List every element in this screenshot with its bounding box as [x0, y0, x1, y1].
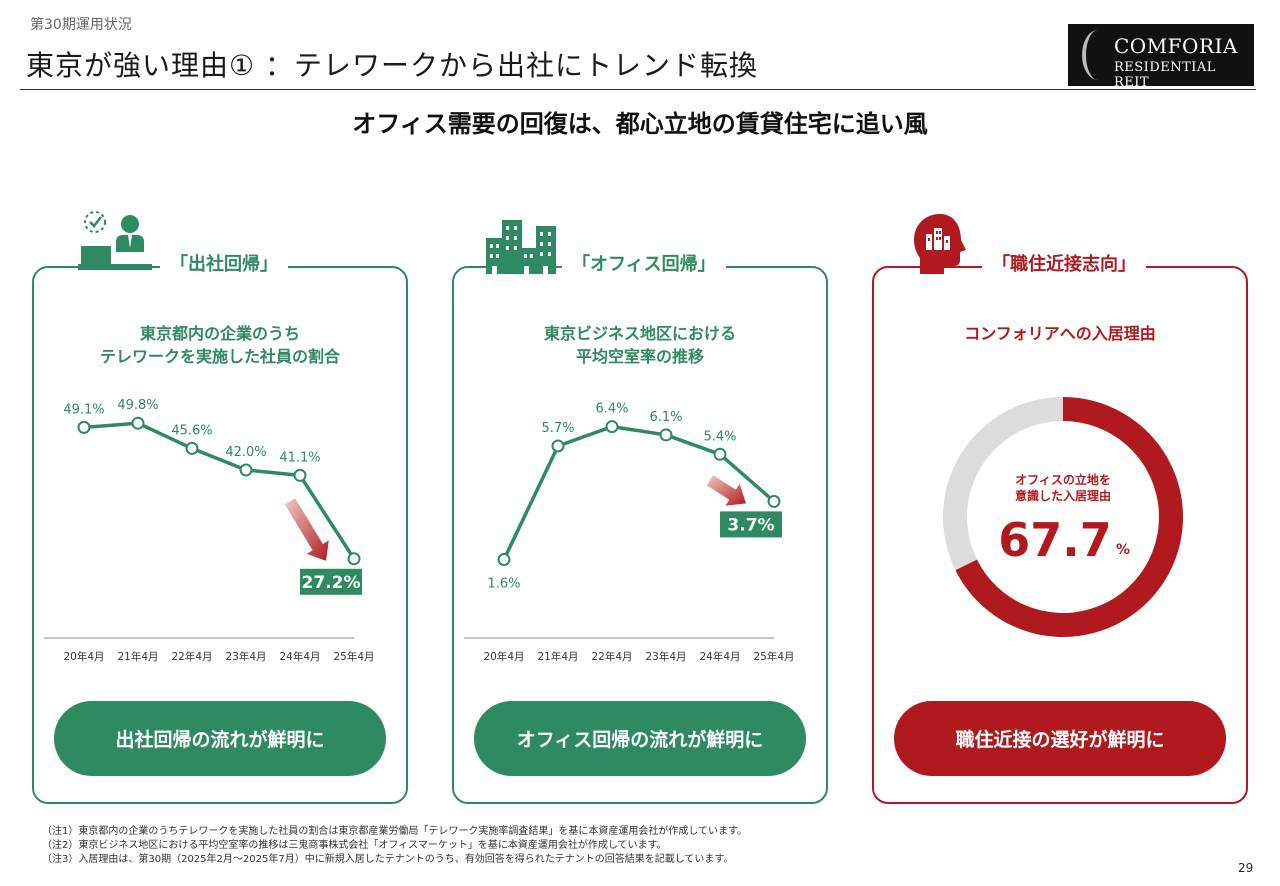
vacancy-rate-line-chart: 20年4月 21年4月 22年4月 23年4月 24年4月 25年4月 1.6% 5.7% 6.… — [464, 402, 795, 663]
data-point — [551, 439, 565, 453]
data-point — [347, 552, 361, 566]
panel-3-heading-line1: コンフォリアへの入居理由 — [964, 324, 1156, 343]
data-label-highlight: 3.7% — [727, 515, 774, 535]
logo-line1: COMFORIA — [1114, 34, 1238, 58]
panel-3-heading: コンフォリアへの入居理由 — [872, 322, 1248, 345]
trend-down-arrow-icon — [706, 475, 746, 506]
x-tick-label: 25年4月 — [333, 650, 374, 663]
office-worker-icon — [78, 208, 152, 276]
x-tick-label: 23年4月 — [225, 650, 266, 663]
x-tick-label: 22年4月 — [591, 650, 632, 663]
highlight-value-box — [300, 568, 362, 595]
data-label: 49.8% — [117, 398, 158, 413]
x-tick-label: 20年4月 — [63, 650, 104, 663]
logo-swoosh-icon — [1082, 30, 1114, 80]
x-tick-label: 25年4月 — [753, 650, 794, 663]
data-point — [293, 468, 307, 482]
pill-work-home-proximity: 職住近接の選好が鮮明に — [894, 701, 1226, 776]
data-label: 41.1% — [279, 450, 320, 465]
data-label: 5.7% — [541, 421, 574, 436]
data-point — [131, 416, 145, 430]
page-title: 東京が強い理由① ：テレワークから出社にトレンド転換 — [26, 49, 759, 82]
data-point — [497, 553, 511, 567]
x-tick-label: 24年4月 — [699, 650, 740, 663]
x-tick-label: 20年4月 — [483, 650, 524, 663]
buildings-icon — [486, 220, 558, 278]
data-point — [185, 441, 199, 455]
data-label: 5.4% — [703, 429, 736, 444]
donut-center-label-line2: 意識した入居理由 — [1015, 488, 1111, 503]
comforia-logo: COMFORIA RESIDENTIAL REIT — [1068, 24, 1254, 90]
page-number: 29 — [1238, 861, 1254, 875]
panel-2-heading-line2: 平均空室率の推移 — [575, 347, 704, 366]
data-point — [239, 463, 253, 477]
donut-center-label-line1: オフィスの立地を — [1015, 472, 1111, 487]
period-label: 第30期運用状況 — [30, 17, 132, 33]
data-point — [77, 420, 91, 434]
data-label: 6.1% — [649, 410, 682, 425]
data-label: 42.0% — [225, 445, 266, 460]
pill-office-recovery: オフィス回帰の流れが鮮明に — [474, 701, 806, 776]
series-line — [502, 424, 776, 561]
footnotes: （注1）東京都内の企業のうちテレワークを実施した社員の割合は東京都産業労働局「テ… — [42, 825, 747, 867]
data-label-highlight: 27.2% — [302, 573, 361, 593]
x-tick-label: 22年4月 — [171, 650, 212, 663]
data-point — [767, 494, 781, 508]
donut-center-unit: % — [1116, 542, 1130, 558]
data-label: 6.4% — [595, 402, 628, 417]
footnote-2: （注2）東京ビジネス地区における平均空室率の推移は三鬼商事株式会社「オフィスマー… — [42, 840, 667, 851]
title-divider — [20, 89, 1256, 90]
page-subtitle: オフィス需要の回復は、都心立地の賃貸住宅に追い風 — [352, 110, 928, 138]
footnote-3: （注3）入居理由は、第30期（2025年2月～2025年7月）中に新規入居したテ… — [42, 854, 734, 865]
panel-2-heading-line1: 東京ビジネス地区における — [543, 324, 736, 343]
logo-line2: RESIDENTIAL REIT — [1114, 60, 1216, 90]
panel-2-heading: 東京ビジネス地区における 平均空室率の推移 — [452, 322, 828, 368]
donut-slice-other — [943, 397, 1063, 571]
panel-2-title: 「オフィス回帰」 — [562, 250, 726, 276]
head-building-icon — [908, 210, 972, 290]
footnote-1: （注1）東京都内の企業のうちテレワークを実施した社員の割合は東京都産業労働局「テ… — [42, 826, 748, 837]
trend-down-arrow-icon — [284, 498, 329, 561]
pill-office-return: 出社回帰の流れが鮮明に — [54, 701, 386, 776]
panel-1-heading-line1: 東京都内の企業のうち — [139, 324, 300, 343]
x-tick-label: 24年4月 — [279, 650, 320, 663]
data-point — [659, 428, 673, 442]
telework-rate-line-chart: 20年4月 21年4月 22年4月 23年4月 24年4月 25年4月 49.1% 49.8%… — [44, 398, 375, 663]
x-tick-label: 21年4月 — [117, 650, 158, 663]
data-label: 49.1% — [63, 402, 104, 417]
panel-1-title: 「出社回帰」 — [160, 250, 288, 276]
x-tick-label: 23年4月 — [645, 650, 686, 663]
panel-3-title: 「職住近接志向」 — [982, 250, 1146, 276]
data-label: 45.6% — [171, 423, 212, 438]
data-point — [713, 447, 727, 461]
panel-1-heading: 東京都内の企業のうち テレワークを実施した社員の割合 — [32, 322, 408, 368]
data-point — [605, 420, 619, 434]
panel-1-heading-line2: テレワークを実施した社員の割合 — [99, 347, 340, 366]
highlight-value-box — [720, 511, 782, 538]
donut-center-value: 67.7 — [998, 513, 1112, 567]
x-tick-label: 21年4月 — [537, 650, 578, 663]
data-label: 1.6% — [487, 577, 520, 592]
series-line — [83, 421, 356, 560]
